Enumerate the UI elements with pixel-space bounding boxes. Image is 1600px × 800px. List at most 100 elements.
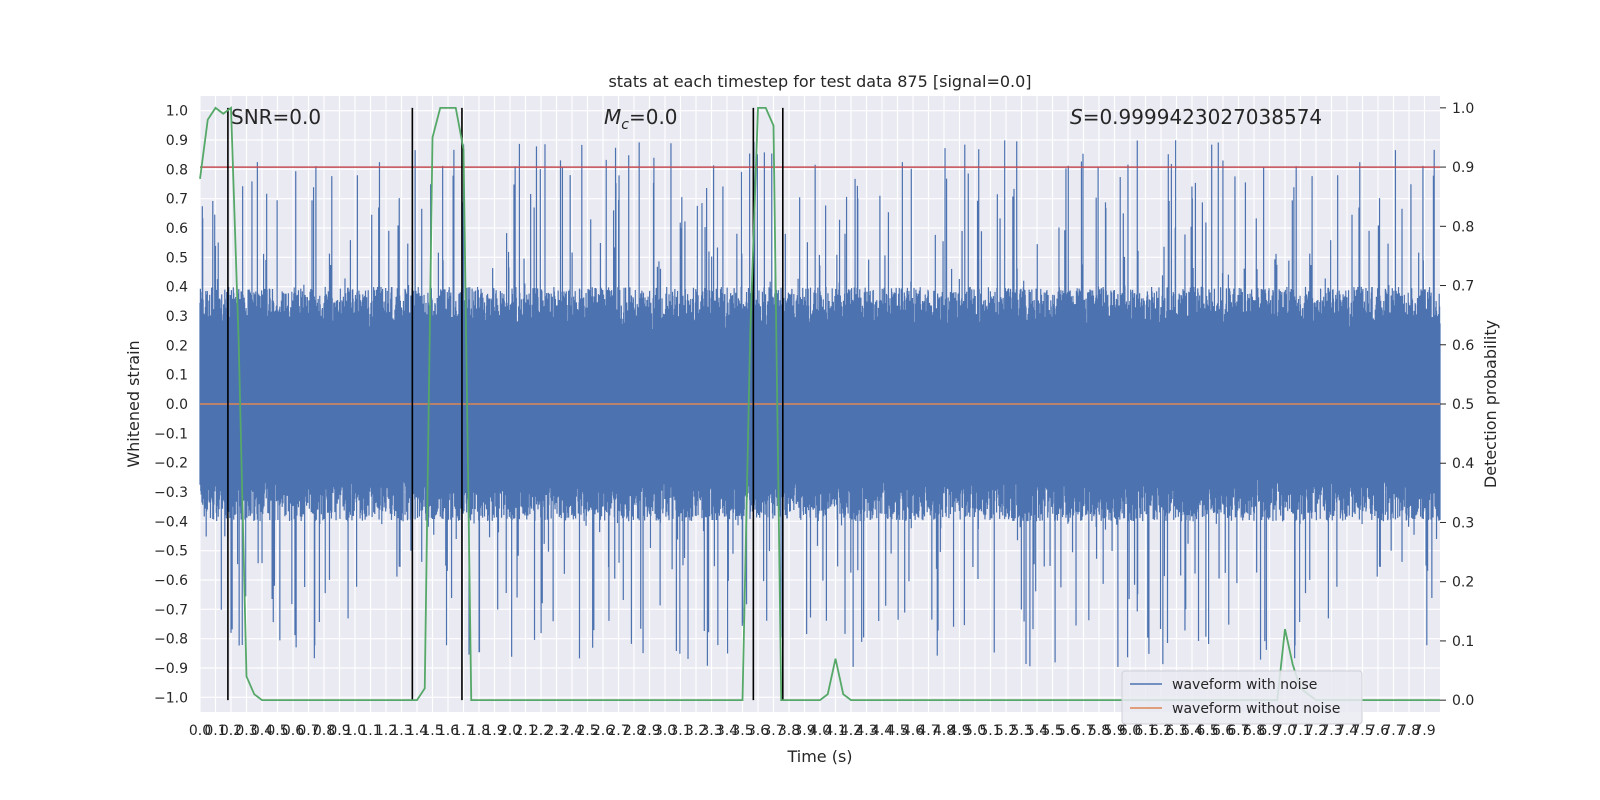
x-tick-label: 0.8 [313, 723, 335, 739]
x-tick-label: 7.0 [1274, 723, 1296, 739]
score-annotation: S=0.9999423027038574 [1070, 105, 1322, 129]
x-tick-label: 5.4 [1026, 723, 1048, 739]
x-tick-label: 5.6 [1057, 723, 1079, 739]
snr-annotation: SNR=0.0 [231, 105, 321, 129]
y-tick-label: −0.4 [154, 514, 188, 530]
x-tick-label: 6.0 [1119, 723, 1141, 739]
y-tick-label: 0.7 [166, 192, 188, 208]
x-tick-label: 0.5 [266, 723, 288, 739]
x-tick-label: 1.7 [452, 723, 474, 739]
y-tick-label: −0.7 [154, 602, 188, 618]
y-tick-label: −1.0 [154, 690, 188, 706]
y-tick-label: −0.2 [154, 456, 188, 472]
x-tick-label: 3.9 [793, 723, 815, 739]
y-tick-label: 1.0 [166, 104, 188, 120]
chart-title: stats at each timestep for test data 875… [608, 72, 1031, 91]
axis-ticks: 0.00.10.20.30.40.50.60.70.80.91.01.11.21… [154, 101, 1474, 739]
y2-tick-label: 0.4 [1452, 456, 1474, 472]
x-tick-label: 3.7 [762, 723, 784, 739]
y2-tick-label: 0.2 [1452, 575, 1474, 591]
x-tick-label: 7.3 [1320, 723, 1342, 739]
x-tick-label: 2.0 [499, 723, 521, 739]
x-tick-label: 7.4 [1336, 723, 1358, 739]
x-tick-label: 4.2 [840, 723, 862, 739]
y2-axis-label: Detection probability [1481, 320, 1500, 488]
x-tick-label: 2.4 [561, 723, 583, 739]
y2-tick-label: 0.5 [1452, 397, 1474, 413]
x-tick-label: 4.0 [809, 723, 831, 739]
x-tick-label: 5.8 [1088, 723, 1110, 739]
x-tick-label: 7.7 [1382, 723, 1404, 739]
x-tick-label: 5.1 [979, 723, 1001, 739]
x-tick-label: 7.2 [1305, 723, 1327, 739]
y-tick-label: −0.8 [154, 632, 188, 648]
x-tick-label: 1.8 [468, 723, 490, 739]
x-tick-label: 3.4 [716, 723, 738, 739]
x-tick-label: 3.3 [700, 723, 722, 739]
y-tick-label: −0.5 [154, 544, 188, 560]
x-tick-label: 7.8 [1398, 723, 1420, 739]
legend-label-noise: waveform with noise [1172, 677, 1317, 693]
x-tick-label: 1.0 [344, 723, 366, 739]
x-tick-label: 5.0 [964, 723, 986, 739]
x-tick-label: 4.5 [886, 723, 908, 739]
y2-tick-label: 1.0 [1452, 101, 1474, 117]
y-axis-label: Whitened strain [124, 340, 143, 467]
chirp-mass-annotation: Mc=0.0 [604, 105, 678, 133]
y-tick-label: 0.8 [166, 162, 188, 178]
x-tick-label: 5.7 [1072, 723, 1094, 739]
x-tick-label: 1.1 [359, 723, 381, 739]
x-tick-label: 0.2 [220, 723, 242, 739]
x-tick-label: 0.1 [204, 723, 226, 739]
x-tick-label: 7.1 [1289, 723, 1311, 739]
overlay-lines [199, 106, 1440, 702]
y-tick-label: 0.9 [166, 133, 188, 149]
x-tick-label: 6.4 [1181, 723, 1203, 739]
x-tick-label: 3.8 [778, 723, 800, 739]
y-tick-label: −0.6 [154, 573, 188, 589]
x-tick-label: 1.4 [406, 723, 428, 739]
x-tick-label: 3.1 [669, 723, 691, 739]
x-tick-label: 0.7 [297, 723, 319, 739]
y-tick-label: 0.1 [166, 368, 188, 384]
x-tick-label: 5.5 [1041, 723, 1063, 739]
x-tick-label: 4.4 [871, 723, 893, 739]
x-tick-label: 0.9 [328, 723, 350, 739]
x-tick-label: 2.1 [514, 723, 536, 739]
x-tick-label: 5.9 [1103, 723, 1125, 739]
x-tick-label: 5.2 [995, 723, 1017, 739]
y-tick-label: −0.9 [154, 661, 188, 677]
y2-tick-label: 0.3 [1452, 515, 1474, 531]
x-tick-label: 6.1 [1134, 723, 1156, 739]
x-tick-label: 6.9 [1258, 723, 1280, 739]
x-axis-label: Time (s) [786, 747, 852, 766]
x-tick-label: 6.3 [1165, 723, 1187, 739]
x-tick-label: 4.1 [824, 723, 846, 739]
x-tick-label: 2.9 [638, 723, 660, 739]
x-tick-label: 2.5 [576, 723, 598, 739]
y-tick-label: 0.3 [166, 309, 188, 325]
y2-tick-label: 0.8 [1452, 219, 1474, 235]
x-tick-label: 4.9 [948, 723, 970, 739]
x-tick-label: 1.3 [390, 723, 412, 739]
x-tick-label: 1.5 [421, 723, 443, 739]
x-tick-label: 7.5 [1351, 723, 1373, 739]
x-tick-label: 6.7 [1227, 723, 1249, 739]
x-tick-label: 4.3 [855, 723, 877, 739]
y2-tick-label: 0.9 [1452, 160, 1474, 176]
x-tick-label: 5.3 [1010, 723, 1032, 739]
x-tick-label: 3.6 [747, 723, 769, 739]
x-tick-label: 7.9 [1413, 723, 1435, 739]
y-tick-label: −0.3 [154, 485, 188, 501]
legend-label-clean: waveform without noise [1172, 701, 1340, 717]
x-tick-label: 0.3 [235, 723, 257, 739]
y-tick-label: −0.1 [154, 426, 188, 442]
x-tick-label: 1.6 [437, 723, 459, 739]
x-tick-label: 1.9 [483, 723, 505, 739]
x-tick-label: 6.8 [1243, 723, 1265, 739]
y-tick-label: 0.4 [166, 280, 188, 296]
x-tick-label: 4.8 [933, 723, 955, 739]
x-tick-label: 2.2 [530, 723, 552, 739]
x-tick-label: 4.6 [902, 723, 924, 739]
